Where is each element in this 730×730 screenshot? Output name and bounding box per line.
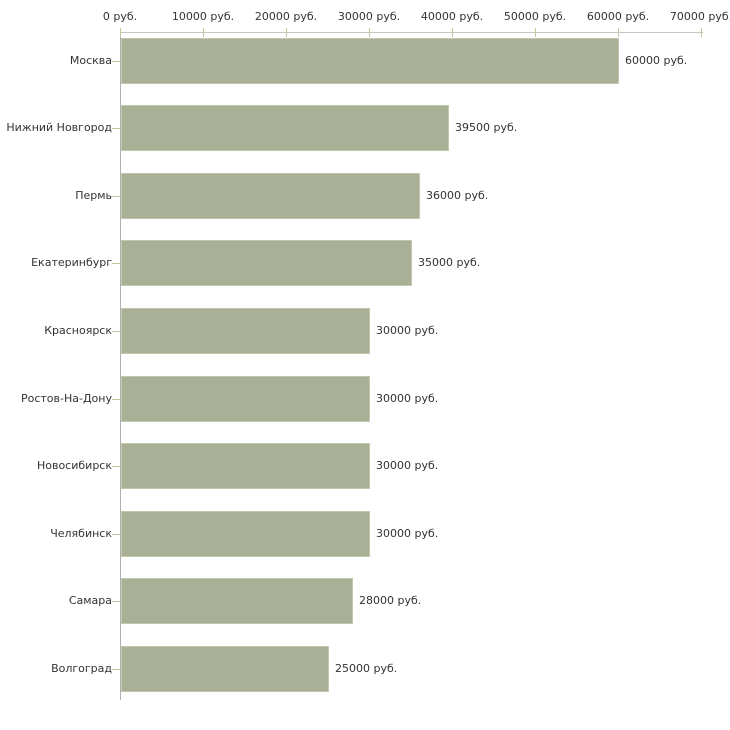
bar (121, 511, 370, 557)
x-axis-line (120, 32, 703, 33)
value-label: 28000 руб. (359, 594, 422, 607)
category-tick-mark (112, 196, 120, 197)
x-tick-label: 50000 руб. (503, 10, 567, 23)
x-tick-mark (701, 28, 702, 37)
x-tick-label: 40000 руб. (420, 10, 484, 23)
x-tick-label: 10000 руб. (171, 10, 235, 23)
category-label: Пермь (75, 189, 112, 202)
category-label: Самара (68, 594, 112, 607)
value-label: 30000 руб. (376, 459, 439, 472)
category-label: Красноярск (44, 324, 112, 337)
value-label: 35000 руб. (418, 256, 481, 269)
x-tick-mark (120, 28, 121, 37)
bar (121, 105, 449, 151)
category-tick-mark (112, 534, 120, 535)
value-label: 36000 руб. (426, 189, 489, 202)
x-tick-label: 60000 руб. (586, 10, 650, 23)
bar (121, 240, 412, 286)
category-label: Челябинск (50, 527, 112, 540)
category-tick-mark (112, 601, 120, 602)
category-tick-mark (112, 128, 120, 129)
value-label: 30000 руб. (376, 527, 439, 540)
bar (121, 376, 370, 422)
category-label: Волгоград (51, 662, 112, 675)
value-label: 30000 руб. (376, 392, 439, 405)
x-tick-mark (286, 28, 287, 37)
category-tick-mark (112, 466, 120, 467)
x-tick-label: 70000 руб. (669, 10, 730, 23)
x-tick-mark (535, 28, 536, 37)
x-tick-mark (369, 28, 370, 37)
bar (121, 578, 353, 624)
x-tick-mark (203, 28, 204, 37)
bar (121, 308, 370, 354)
bar (121, 443, 370, 489)
x-tick-mark (452, 28, 453, 37)
x-tick-label: 0 руб. (102, 10, 138, 23)
value-label: 60000 руб. (625, 54, 688, 67)
category-label: Екатеринбург (31, 256, 112, 269)
value-label: 39500 руб. (455, 121, 518, 134)
category-label: Ростов-На-Дону (20, 392, 112, 405)
category-tick-mark (112, 263, 120, 264)
bar (121, 38, 619, 84)
value-label: 30000 руб. (376, 324, 439, 337)
value-label: 25000 руб. (335, 662, 398, 675)
category-label: Новосибирск (36, 459, 112, 472)
bar (121, 646, 329, 692)
category-tick-mark (112, 669, 120, 670)
x-tick-label: 30000 руб. (337, 10, 401, 23)
x-tick-label: 20000 руб. (254, 10, 318, 23)
category-tick-mark (112, 61, 120, 62)
x-tick-mark (618, 28, 619, 37)
y-axis-line (120, 32, 121, 700)
category-label: Москва (69, 54, 112, 67)
bar (121, 173, 420, 219)
category-tick-mark (112, 399, 120, 400)
category-label: Нижний Новгород (6, 121, 112, 134)
category-tick-mark (112, 331, 120, 332)
